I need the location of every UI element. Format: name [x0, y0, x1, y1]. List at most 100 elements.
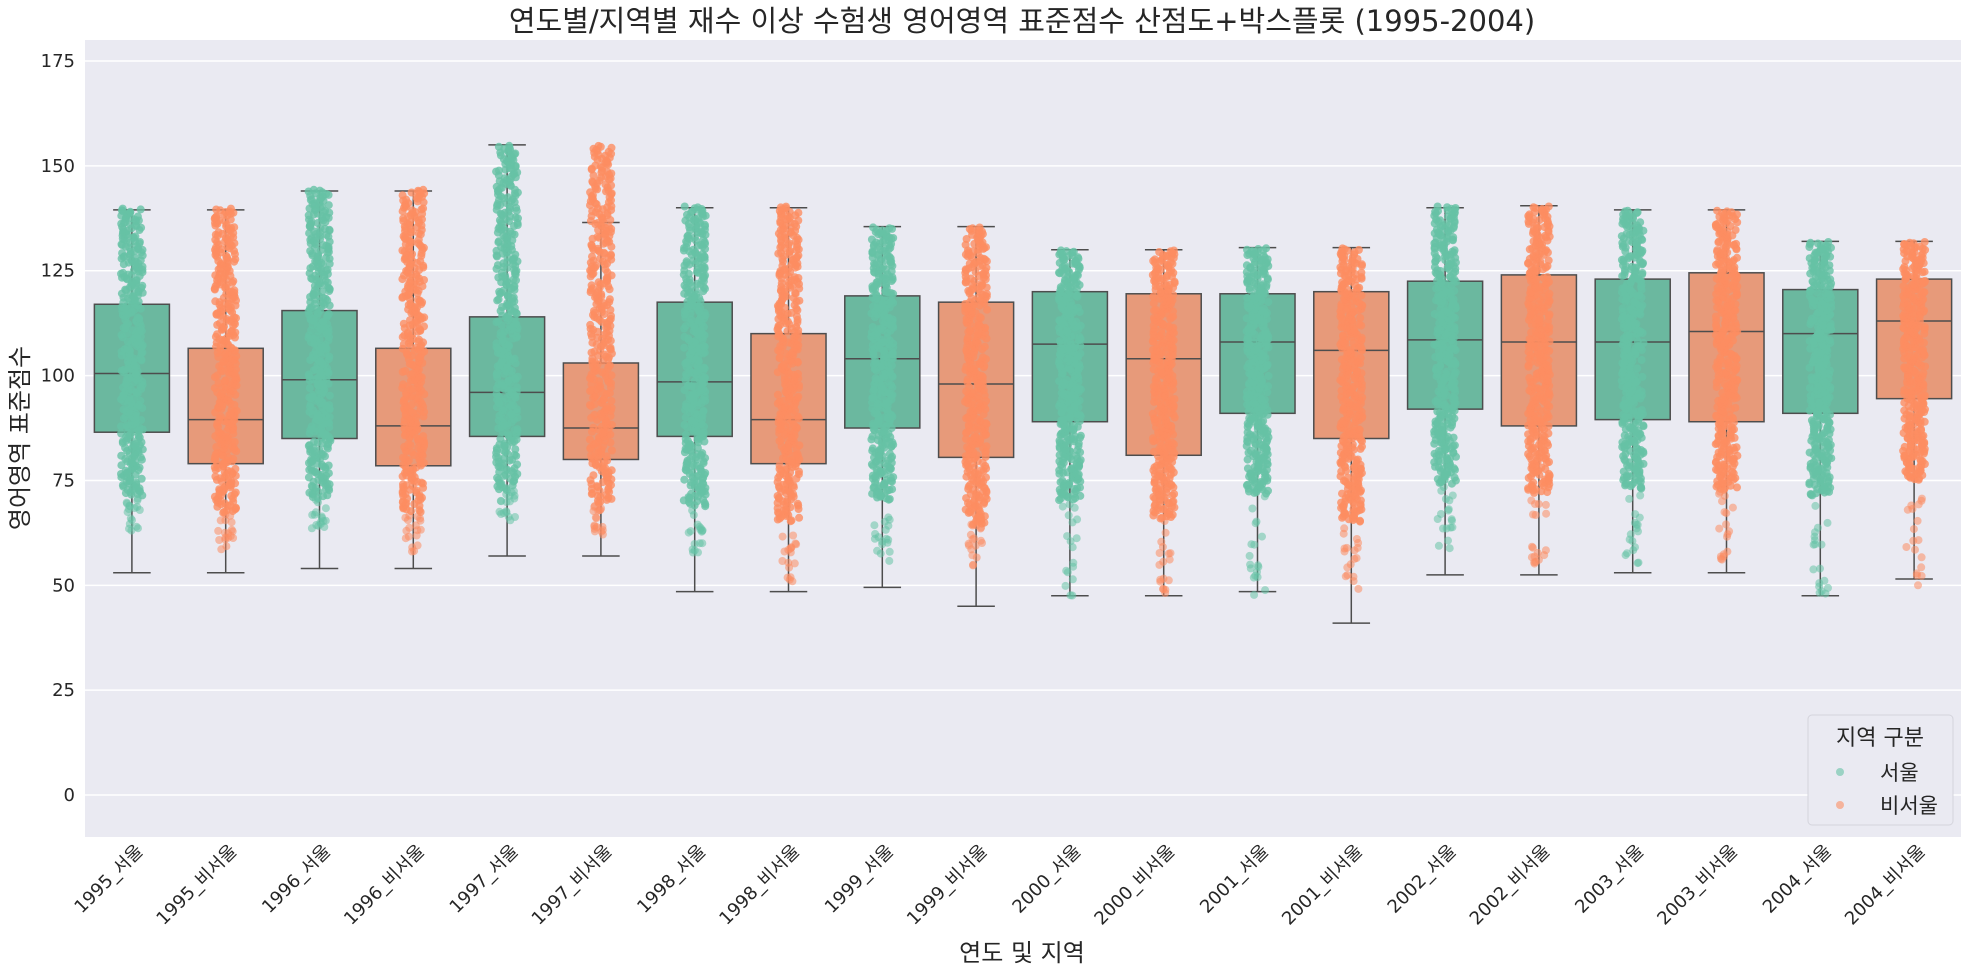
strip-point [1063, 568, 1072, 577]
y-tick-label: 175 [41, 51, 75, 72]
strip-point [318, 514, 326, 522]
strip-point [594, 278, 603, 287]
strip-point [1076, 431, 1085, 440]
strip-point [596, 506, 605, 514]
strip-point [119, 268, 128, 277]
strip-point [786, 544, 795, 553]
strip-point [419, 432, 428, 441]
strip-point [403, 516, 412, 525]
strip-point [594, 141, 603, 150]
strip-point [589, 471, 598, 480]
strip-point [885, 224, 894, 233]
strip-point [586, 320, 595, 329]
strip-point [968, 535, 977, 544]
strip-point [1057, 246, 1065, 255]
strip-point [504, 193, 512, 202]
strip-point [309, 185, 318, 194]
strip-point [215, 319, 224, 328]
strip-point [125, 524, 133, 533]
strip-point [136, 205, 145, 214]
strip-point [325, 401, 334, 410]
strip-point [324, 310, 333, 318]
y-tick-label: 50 [52, 575, 75, 596]
y-tick-label: 75 [52, 470, 75, 491]
strip-point [323, 265, 332, 274]
strip-point [513, 425, 522, 434]
strip-point [230, 286, 239, 295]
strip-point [419, 185, 428, 194]
y-tick-label: 100 [41, 366, 75, 387]
strip-point [1069, 558, 1078, 567]
strip-point [874, 533, 883, 542]
strip-point [1157, 537, 1166, 546]
strip-point [794, 208, 803, 217]
strip-1996_비서울 [398, 185, 429, 556]
strip-point [230, 438, 239, 446]
strip-point [869, 223, 878, 232]
strip-point [867, 235, 876, 244]
strip-point [1155, 549, 1164, 557]
strip-point [1069, 247, 1078, 256]
strip-point [598, 526, 607, 535]
strip-point [117, 461, 126, 470]
strip-point [321, 504, 330, 513]
strip-1995_서울 [117, 204, 147, 535]
strip-point [585, 435, 594, 444]
strip-point [881, 525, 890, 534]
strip-point [1170, 395, 1179, 403]
strip-point [1245, 551, 1254, 560]
strip-point [697, 527, 706, 536]
strip-point [689, 548, 697, 557]
strip-point [1164, 576, 1173, 585]
strip-point [401, 367, 410, 375]
strip-point [399, 453, 407, 462]
strip-point [230, 223, 239, 232]
strip-point [211, 297, 220, 306]
strip-point [889, 473, 898, 482]
strip-point [319, 241, 328, 250]
strip-point [607, 143, 616, 152]
strip-point [695, 539, 704, 548]
strip-point [794, 392, 803, 401]
y-tick-label: 25 [52, 680, 75, 701]
strip-point [681, 430, 690, 439]
strip-point [324, 461, 333, 470]
strip-point [221, 376, 230, 385]
strip-point [226, 204, 235, 213]
strip-point [315, 446, 324, 455]
strip-point [308, 390, 317, 399]
strip-point [884, 535, 893, 544]
strip-point [496, 496, 505, 505]
strip-point [870, 521, 879, 530]
strip-point [876, 549, 885, 558]
strip-point [680, 202, 689, 211]
strip-point [131, 232, 140, 241]
strip-point [1058, 476, 1067, 485]
strip-point [128, 326, 137, 335]
strip-point [607, 397, 616, 405]
plot-area [85, 40, 1961, 837]
strip-point [117, 429, 126, 438]
strip-point [1161, 528, 1170, 537]
y-tick-label: 0 [64, 785, 75, 806]
strip-point [1061, 581, 1070, 590]
strip-point [315, 186, 324, 195]
strip-point [794, 369, 802, 378]
strip-point [405, 523, 414, 532]
strip-point [214, 379, 223, 387]
strip-point [306, 400, 315, 409]
strip-point [1150, 255, 1159, 264]
strip-point [592, 514, 601, 523]
strip-point [793, 499, 802, 508]
strip-point [884, 513, 893, 522]
strip-point [979, 353, 988, 362]
y-tick-label: 150 [41, 156, 75, 177]
strip-point [885, 449, 894, 458]
strip-point [505, 141, 514, 150]
strip-point [693, 203, 702, 212]
strip-point [1063, 532, 1072, 541]
strip-point [222, 542, 231, 551]
strip-point [231, 488, 240, 497]
strip-point [325, 391, 334, 400]
